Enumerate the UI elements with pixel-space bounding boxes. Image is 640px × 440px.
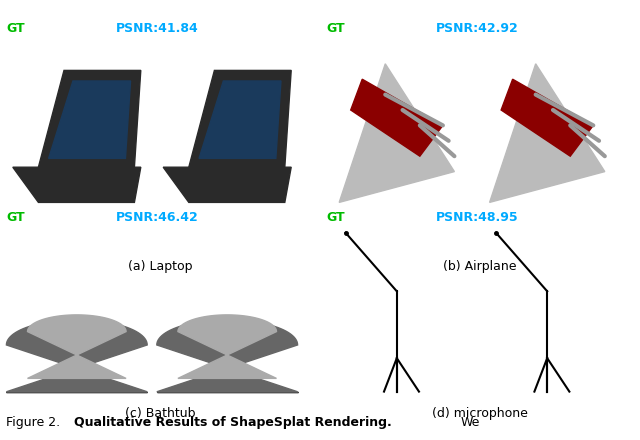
Polygon shape xyxy=(339,64,454,202)
Text: (a) Laptop: (a) Laptop xyxy=(128,260,192,273)
Polygon shape xyxy=(157,320,298,392)
Text: Figure 2.: Figure 2. xyxy=(6,416,61,429)
Text: PSNR:41.84: PSNR:41.84 xyxy=(115,22,198,35)
Bar xyxy=(154,31,301,251)
Text: GT: GT xyxy=(326,22,345,35)
Bar xyxy=(154,220,301,396)
Polygon shape xyxy=(351,79,443,156)
Polygon shape xyxy=(189,70,291,167)
Text: GT: GT xyxy=(6,22,25,35)
Polygon shape xyxy=(178,315,276,378)
Bar xyxy=(474,31,621,251)
Text: GT: GT xyxy=(326,211,345,224)
Text: Qualitative Results of ShapeSplat Rendering.: Qualitative Results of ShapeSplat Render… xyxy=(74,416,391,429)
Polygon shape xyxy=(163,167,291,202)
Text: (c) Bathtub: (c) Bathtub xyxy=(125,407,195,420)
Bar xyxy=(326,220,467,396)
Bar xyxy=(6,220,147,396)
Text: GT: GT xyxy=(6,211,25,224)
Text: PSNR:42.92: PSNR:42.92 xyxy=(435,22,518,35)
Polygon shape xyxy=(13,167,141,202)
Bar xyxy=(6,31,147,251)
Polygon shape xyxy=(199,81,281,158)
Polygon shape xyxy=(28,315,126,378)
Polygon shape xyxy=(49,81,131,158)
Polygon shape xyxy=(6,320,147,392)
Text: (d) microphone: (d) microphone xyxy=(432,407,528,420)
Polygon shape xyxy=(501,79,593,156)
Text: PSNR:48.95: PSNR:48.95 xyxy=(435,211,518,224)
Bar xyxy=(326,31,467,251)
Polygon shape xyxy=(38,70,141,167)
Bar xyxy=(474,220,621,396)
Polygon shape xyxy=(490,64,605,202)
Text: PSNR:46.42: PSNR:46.42 xyxy=(115,211,198,224)
Text: We: We xyxy=(461,416,480,429)
Text: (b) Airplane: (b) Airplane xyxy=(444,260,516,273)
